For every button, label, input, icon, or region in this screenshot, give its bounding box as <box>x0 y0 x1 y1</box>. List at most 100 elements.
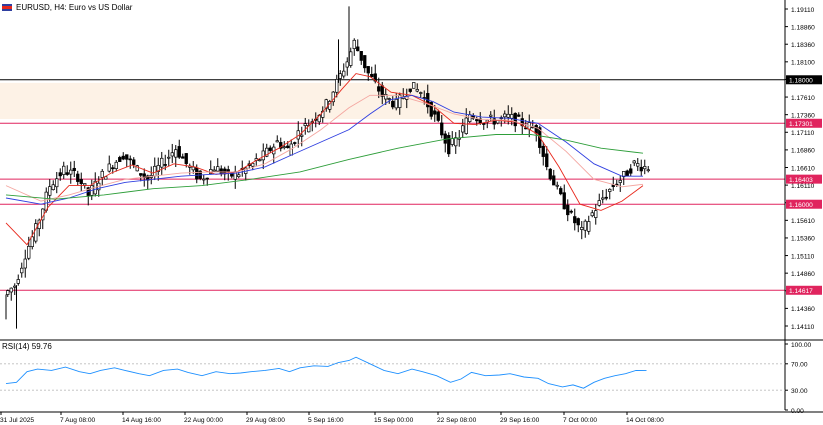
candle-body <box>608 188 612 192</box>
candle-body <box>167 156 171 159</box>
candle-body <box>265 147 269 157</box>
candle-body <box>415 89 419 92</box>
candle-body <box>492 118 496 125</box>
candle-body <box>583 220 587 231</box>
candle-body <box>370 74 374 78</box>
candle-body <box>118 157 122 162</box>
x-tick-label: 29 Sep 16:00 <box>500 417 540 424</box>
candle-body <box>135 165 139 172</box>
candle-body <box>51 184 55 190</box>
y-tick-label: 1.14360 <box>791 306 815 313</box>
chart-title-bar: EURUSD, H4: Euro vs US Dollar <box>0 0 132 14</box>
candle-body <box>594 210 598 218</box>
rsi-y-tick-label: 70.00 <box>791 362 808 369</box>
candle-body <box>48 186 52 196</box>
candle-body <box>163 164 167 166</box>
candle-body <box>174 149 178 158</box>
candle-body <box>436 111 440 121</box>
candle-body <box>454 137 458 147</box>
candle-body <box>380 85 384 97</box>
candle-body <box>128 158 132 161</box>
y-tick-label: 1.18860 <box>791 24 815 31</box>
candle-body <box>429 102 433 117</box>
level-label-box <box>786 174 822 184</box>
candle-body <box>216 166 220 172</box>
candle-body <box>408 88 412 92</box>
candle-body <box>604 196 608 199</box>
rsi-y-tick-label: 0.00 <box>791 408 804 415</box>
y-tick-label: 1.16860 <box>791 148 815 155</box>
x-tick-label: 15 Sep 00:00 <box>374 417 414 424</box>
x-tick-label: 22 Sep 08:00 <box>437 417 477 424</box>
candle-body <box>258 159 262 162</box>
candle-body <box>517 114 521 117</box>
candle-body <box>69 169 73 175</box>
candle-body <box>510 114 514 119</box>
candle-body <box>275 140 279 143</box>
candle-body <box>576 218 580 226</box>
candle-body <box>443 133 447 144</box>
candle-body <box>534 125 538 134</box>
moving-average-line <box>5 134 644 200</box>
x-tick-label: 14 Aug 16:00 <box>122 417 161 424</box>
y-tick-label: 1.17110 <box>791 130 815 137</box>
candle-body <box>433 110 437 115</box>
y-tick-label: 1.16610 <box>791 165 815 172</box>
candle-body <box>391 100 395 108</box>
candle-body <box>412 82 416 89</box>
candle-body <box>293 142 297 144</box>
candle-body <box>450 138 454 145</box>
x-tick-label: 22 Aug 00:00 <box>184 417 223 424</box>
candle-body <box>590 212 594 217</box>
candle-body <box>632 160 636 164</box>
candle-body <box>76 173 80 182</box>
candle-body <box>114 161 118 170</box>
candle-body <box>482 123 486 125</box>
candle-body <box>27 245 31 259</box>
candle-body <box>520 118 524 127</box>
candle-body <box>205 177 209 180</box>
candle-body <box>468 114 472 122</box>
candle-body <box>503 113 507 118</box>
rsi-line <box>5 356 647 389</box>
candle-body <box>384 94 388 100</box>
moving-average-line <box>5 94 644 202</box>
candle-body <box>44 191 48 211</box>
candle-body <box>629 168 633 174</box>
candle-body <box>611 184 615 187</box>
candle-body <box>170 152 174 157</box>
candle-body <box>132 159 136 165</box>
x-tick-label: 7 Aug 08:00 <box>60 417 96 424</box>
candle-body <box>419 92 423 94</box>
candle-body <box>548 168 552 180</box>
candle-body <box>506 113 510 118</box>
candle-body <box>352 39 356 49</box>
candle-body <box>552 175 556 186</box>
candle-body <box>79 179 83 184</box>
candle-body <box>212 169 216 172</box>
candle-body <box>489 114 493 117</box>
candle-body <box>226 169 230 172</box>
candle-body <box>111 167 115 170</box>
candle-body <box>359 51 363 61</box>
candle-body <box>566 204 570 216</box>
candle-body <box>377 86 381 92</box>
rsi-label: RSI(14) 59.76 <box>2 342 52 351</box>
candle-body <box>559 188 563 195</box>
candle-body <box>618 179 622 183</box>
candle-body <box>464 117 468 134</box>
supply-zone <box>0 82 600 119</box>
candle-body <box>587 221 591 232</box>
candle-body <box>597 200 601 206</box>
candle-body <box>195 167 199 180</box>
candle-body <box>447 135 451 155</box>
candle-body <box>139 173 143 176</box>
y-tick-label: 1.15360 <box>791 236 815 243</box>
candle-body <box>100 170 104 178</box>
candle-body <box>261 150 265 161</box>
candle-body <box>331 91 335 103</box>
rsi-y-tick-label: 30.00 <box>791 388 808 395</box>
candle-body <box>541 145 545 157</box>
y-tick-label: 1.15110 <box>791 253 815 260</box>
